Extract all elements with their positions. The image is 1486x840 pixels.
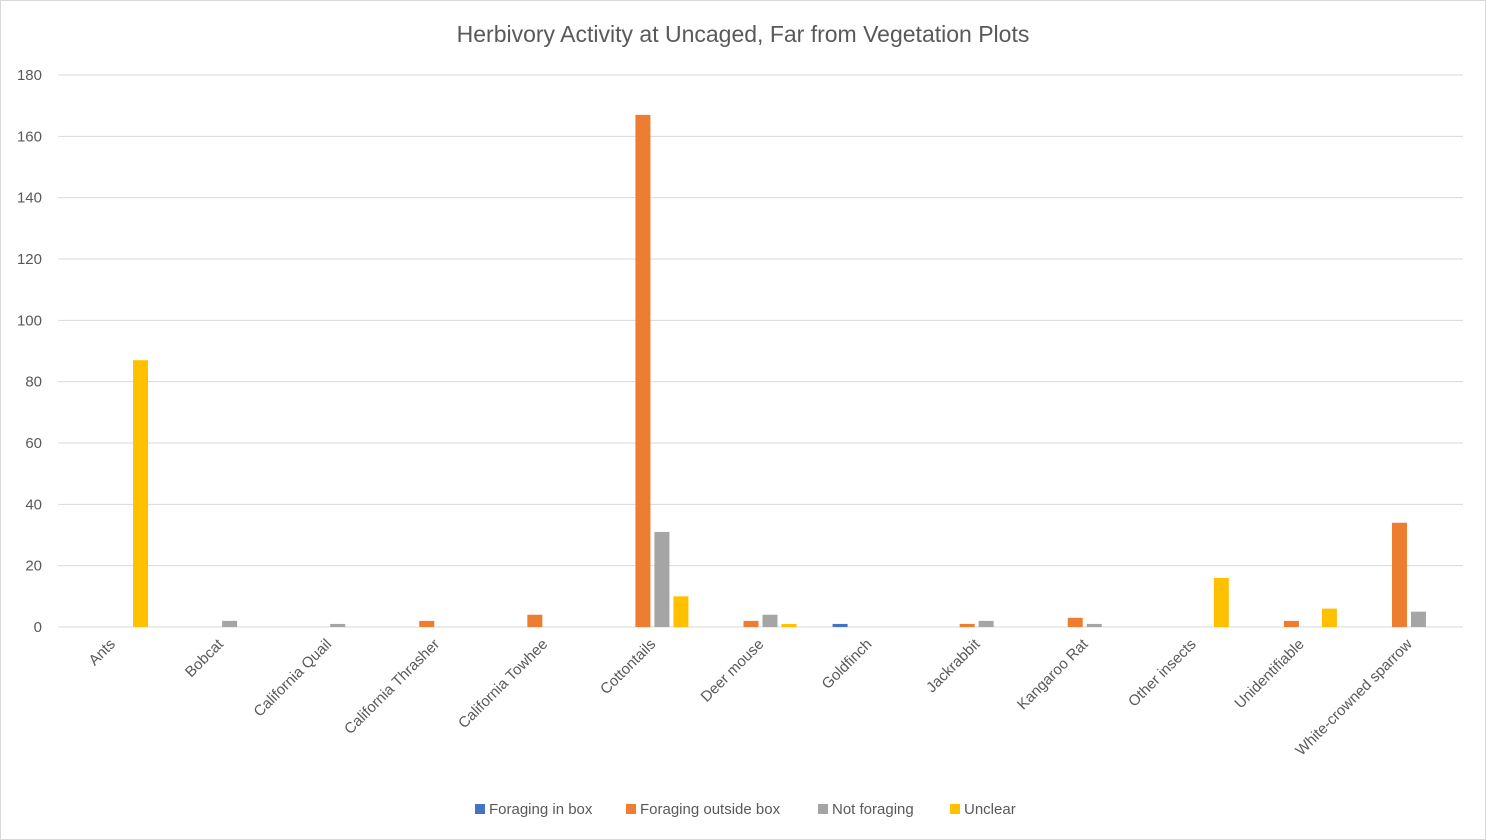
x-tick-label: Unidentifiable [1231, 636, 1307, 712]
bar [1391, 522, 1407, 627]
bar [1086, 623, 1102, 627]
x-tick-label: Goldfinch [819, 636, 876, 693]
y-tick-label: 100 [17, 312, 42, 329]
bars [133, 114, 1426, 627]
legend-label: Not foraging [832, 801, 914, 818]
x-tick-label: Kangaroo Rat [1014, 635, 1092, 713]
bar [1283, 620, 1299, 627]
bar [419, 620, 435, 627]
y-tick-label: 180 [17, 67, 42, 84]
y-tick-label: 60 [25, 435, 42, 452]
x-tick-label: Ants [86, 636, 119, 669]
legend-swatch [475, 804, 485, 814]
legend-label: Unclear [964, 801, 1016, 818]
y-tick-label: 80 [25, 374, 42, 391]
legend-swatch [950, 804, 960, 814]
legend-label: Foraging in box [489, 801, 593, 818]
x-tick-label: Deer mouse [698, 636, 768, 706]
bar [1321, 608, 1337, 627]
y-tick-label: 140 [17, 190, 42, 207]
bar [330, 623, 346, 627]
y-tick-label: 40 [25, 496, 42, 513]
y-axis-ticks: 0 20 40 60 80 100 120 140 160 180 [17, 67, 42, 636]
bar [133, 360, 149, 627]
bar [673, 596, 689, 627]
legend-label: Foraging outside box [640, 801, 781, 818]
bar [1410, 611, 1426, 627]
y-tick-label: 160 [17, 128, 42, 145]
bar [762, 614, 778, 627]
x-tick-label: California Thrasher [341, 636, 443, 738]
x-tick-label: California Quail [250, 636, 335, 721]
legend-swatch [626, 804, 636, 814]
bar [978, 620, 994, 627]
bar [527, 614, 543, 627]
chart-title: Herbivory Activity at Uncaged, Far from … [457, 21, 1030, 47]
bar [222, 620, 238, 627]
bar [781, 623, 797, 627]
bar [743, 620, 759, 627]
x-tick-label: Jackrabbit [923, 635, 984, 696]
y-tick-label: 0 [34, 619, 42, 636]
x-tick-label: White-crowned sparrow [1292, 636, 1416, 760]
bar [832, 623, 848, 627]
y-tick-label: 120 [17, 251, 42, 268]
gridlines [58, 74, 1463, 628]
bar [1067, 617, 1083, 627]
x-tick-label: California Towhee [455, 636, 551, 732]
x-tick-label: Bobcat [182, 635, 228, 681]
y-tick-label: 20 [25, 558, 42, 575]
legend-swatch [818, 804, 828, 814]
legend: Foraging in box Foraging outside box Not f… [475, 801, 1016, 818]
x-tick-label: Cottontails [597, 636, 659, 698]
bar [654, 531, 670, 627]
x-axis-ticks: Ants Bobcat California Quail California Thr… [86, 635, 1416, 759]
bar [959, 623, 975, 627]
x-tick-label: Other insects [1125, 636, 1200, 711]
bar [1213, 577, 1229, 627]
bar [635, 114, 651, 627]
